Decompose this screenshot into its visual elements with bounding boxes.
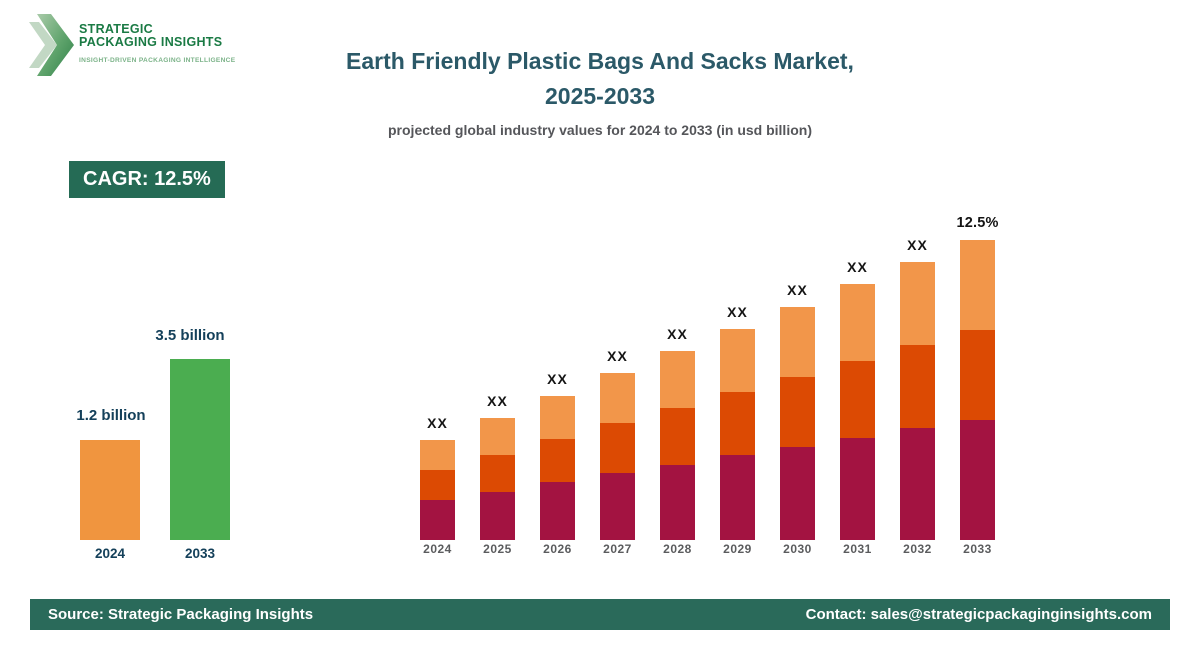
axis-label-2025: 2025	[483, 542, 512, 556]
axis-label-2032: 2032	[903, 542, 932, 556]
middle-segment	[540, 439, 575, 482]
bottom-segment	[420, 500, 455, 540]
logo-tagline: INSIGHT-DRIVEN PACKAGING INTELLIGENCE	[79, 57, 236, 64]
top-segment	[780, 307, 815, 377]
middle-segment	[420, 470, 455, 500]
mini-bar-2024	[80, 440, 140, 540]
middle-segment	[900, 345, 935, 428]
axis-label-2024: 2024	[423, 542, 452, 556]
bottom-segment	[540, 482, 575, 540]
double-chevron-right-icon	[29, 14, 74, 76]
middle-segment	[960, 330, 995, 420]
bar-value-label-2027: XX	[607, 348, 628, 364]
bar-value-label-2024: XX	[427, 415, 448, 431]
mini-bar-value-2024: 1.2 billion	[76, 407, 146, 424]
page-subtitle: projected global industry values for 202…	[388, 122, 812, 138]
stacked-bar-2026	[540, 396, 575, 540]
stacked-bar-2033	[960, 240, 995, 540]
top-segment	[720, 329, 755, 392]
bottom-segment	[960, 420, 995, 540]
footer-source: Source: Strategic Packaging Insights	[48, 606, 314, 623]
bottom-segment	[840, 438, 875, 540]
logo-text: STRATEGIC PACKAGING INSIGHTS INSIGHT-DRI…	[79, 14, 235, 76]
bottom-segment	[720, 455, 755, 540]
logo: STRATEGIC PACKAGING INSIGHTS INSIGHT-DRI…	[29, 14, 235, 76]
axis-label-2027: 2027	[603, 542, 632, 556]
page-title-line1: Earth Friendly Plastic Bags And Sacks Ma…	[346, 48, 854, 74]
stacked-bar-2028	[660, 351, 695, 540]
middle-segment	[600, 423, 635, 473]
footer-contact: Contact: sales@strategicpackaginginsight…	[805, 606, 1152, 623]
top-segment	[540, 396, 575, 439]
bar-value-label-2033: 12.5%	[956, 215, 999, 231]
axis-label-2033: 2033	[963, 542, 992, 556]
bar-value-label-2030: XX	[787, 282, 808, 298]
middle-segment	[720, 392, 755, 455]
cagr-badge: CAGR: 12.5%	[69, 161, 225, 198]
top-segment	[420, 440, 455, 470]
bottom-segment	[900, 428, 935, 540]
stacked-bar-chart: XX XX XX XX XX XX XX XX XX 12.5%	[420, 200, 998, 540]
page-title-line2: 2025-2033	[545, 83, 655, 109]
middle-segment	[660, 408, 695, 465]
middle-segment	[480, 455, 515, 492]
stacked-bar-2024	[420, 440, 455, 540]
logo-line1: STRATEGIC	[79, 22, 153, 36]
bar-value-label-2028: XX	[667, 326, 688, 342]
mini-axis-2033: 2033	[184, 546, 216, 561]
mini-bar-2033	[170, 359, 230, 540]
axis-label-2026: 2026	[543, 542, 572, 556]
mini-bar-value-2033: 3.5 billion	[155, 327, 225, 344]
stacked-bar-2032	[900, 262, 935, 540]
bottom-segment	[780, 447, 815, 540]
logo-line2: PACKAGING INSIGHTS	[79, 34, 223, 49]
bar-value-label-2026: XX	[547, 371, 568, 387]
stacked-bar-2027	[600, 373, 635, 540]
stacked-bar-2031	[840, 284, 875, 540]
top-segment	[900, 262, 935, 345]
top-segment	[600, 373, 635, 423]
axis-label-2030: 2030	[783, 542, 812, 556]
stacked-bar-2025	[480, 418, 515, 540]
header: Earth Friendly Plastic Bags And Sacks Ma…	[0, 44, 1200, 138]
stacked-bar-2029	[720, 329, 755, 540]
middle-segment	[840, 361, 875, 438]
bottom-segment	[600, 473, 635, 540]
top-segment	[840, 284, 875, 361]
top-segment	[480, 418, 515, 455]
bottom-segment	[660, 465, 695, 540]
axis-label-2029: 2029	[723, 542, 752, 556]
middle-segment	[780, 377, 815, 447]
footer-bar: Source: Strategic Packaging Insights Con…	[30, 599, 1170, 630]
bar-value-label-2031: XX	[847, 259, 868, 275]
mini-axis-2024: 2024	[94, 546, 126, 561]
bottom-segment	[480, 492, 515, 540]
stacked-bar-2030	[780, 307, 815, 540]
top-segment	[660, 351, 695, 408]
bar-value-label-2032: XX	[907, 237, 928, 253]
bar-value-label-2029: XX	[727, 304, 748, 320]
top-segment	[960, 240, 995, 330]
axis-label-2028: 2028	[663, 542, 692, 556]
axis-label-2031: 2031	[843, 542, 872, 556]
bar-value-label-2025: XX	[487, 393, 508, 409]
